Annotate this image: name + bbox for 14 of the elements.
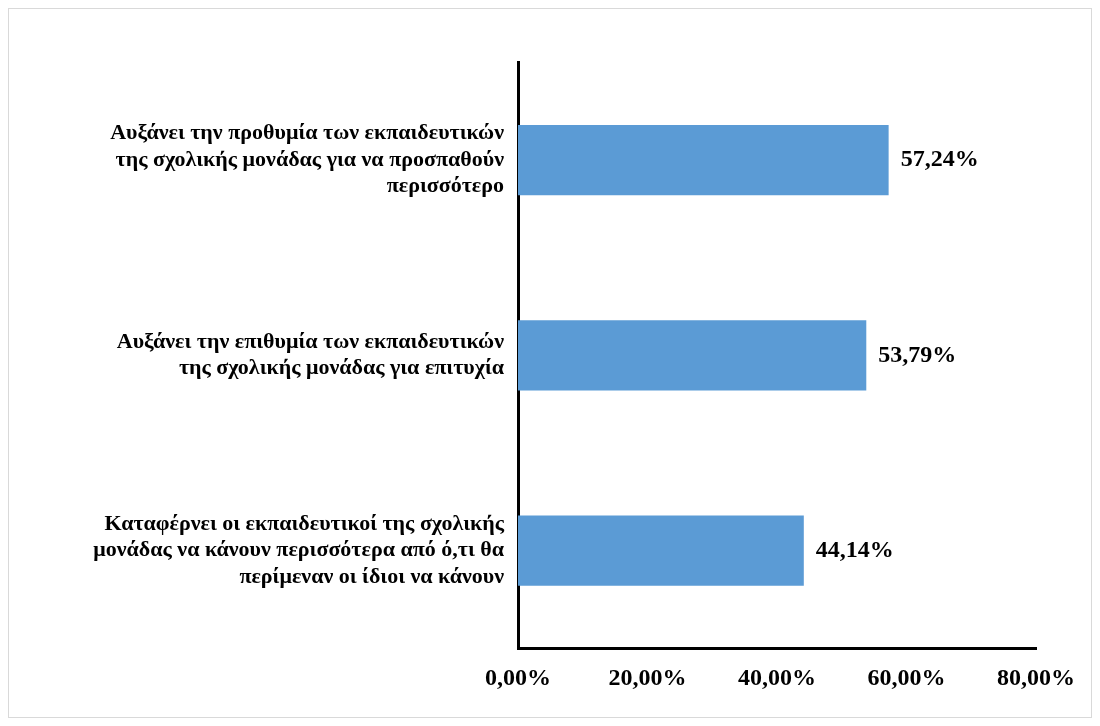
- y-tick-label: Αυξάνει την επιθυμία των εκπαιδευτικών της σχολικής μονάδας για επιτυχία: [116, 327, 505, 380]
- bar: [518, 515, 804, 586]
- data-label: 57,24%: [900, 145, 979, 172]
- data-label: 53,79%: [878, 340, 957, 367]
- y-tick-label: Αυξάνει την προθυμία των εκπαιδευτικών της σχολικής μονάδας για να προσπαθούν περισσότερο: [110, 119, 505, 198]
- bar: [518, 320, 867, 391]
- data-label: 44,14%: [815, 535, 894, 562]
- bar: [518, 125, 889, 196]
- y-tick-label: Καταφέρνει οι εκπαιδευτικοί της σχολικής μονάδας να κάνουν περισσότερα από ό,τι θα περίμεναν οι ίδιοι να κάνουν: [93, 509, 505, 588]
- x-tick-label: 20,00%: [608, 663, 687, 690]
- x-tick-label: 0,00%: [485, 663, 551, 690]
- x-tick-label: 40,00%: [738, 663, 816, 690]
- x-tick-label: 80,00%: [997, 663, 1075, 690]
- x-tick-label: 60,00%: [867, 663, 946, 690]
